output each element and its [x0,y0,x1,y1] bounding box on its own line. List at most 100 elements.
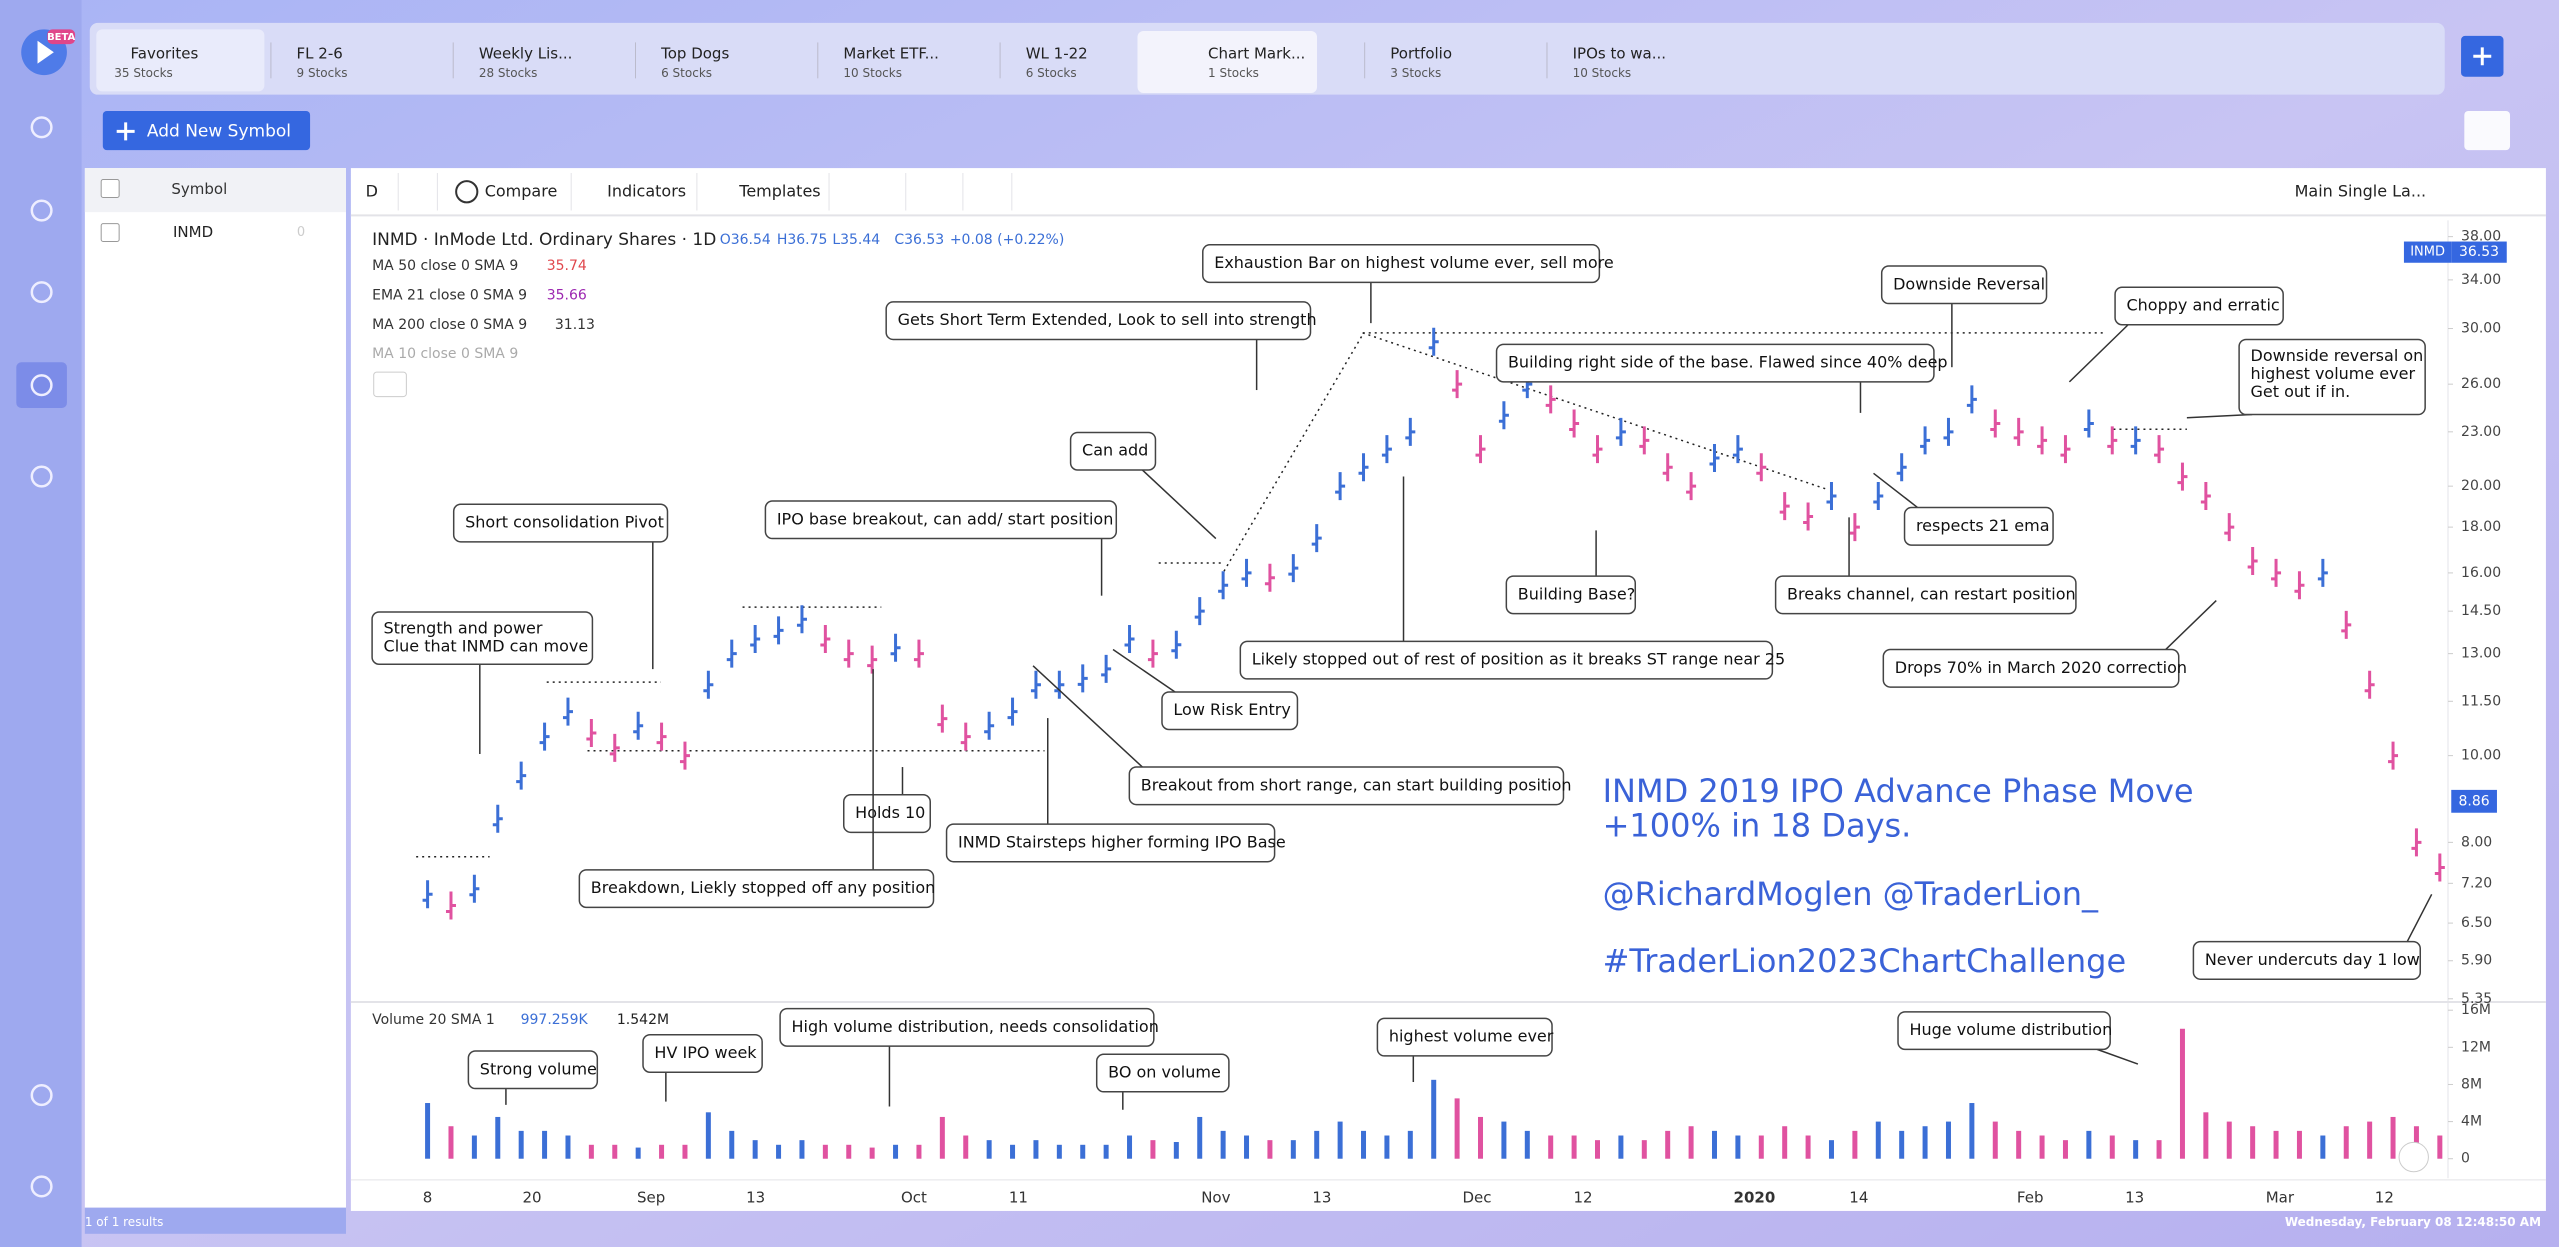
price-bar [1756,453,1767,482]
y-tick-label: 7.20 [2461,875,2492,891]
price-bar [1030,670,1041,699]
volume-sma: 997.259K [521,1012,589,1028]
y-tick-label: 5.35 [2461,991,2492,1007]
chart-title: INMD · InMode Ltd. Ordinary Shares · 1D [372,230,716,250]
symbol-badge [2403,241,2452,263]
price-bar [445,891,456,920]
quote-close: C36.53 [894,232,944,248]
volume-bar [1431,1079,1437,1159]
guide-line [1362,332,1829,491]
price-bar [1592,435,1603,464]
tab-selected [1137,31,1318,94]
checkbox[interactable] [100,179,120,198]
download-button[interactable] [2464,110,2511,151]
annotation-box [1774,575,2077,615]
symbol-panel [84,168,346,1208]
volume-bar [588,1144,594,1159]
tab-name[interactable]: Portfolio [1390,44,1452,62]
tab-name[interactable]: IPOs to wa... [1573,44,1666,62]
price-bar [937,704,948,733]
price-bar [1405,417,1416,446]
annotation-text: Building Base? [1518,584,1635,603]
layout-select[interactable]: Main Single La... [2295,181,2427,200]
scroll-button[interactable] [2398,1141,2429,1173]
add-symbol-button[interactable] [102,110,311,151]
price-bar [1358,453,1369,482]
price-bar [679,741,690,770]
nav-icon[interactable] [30,374,53,397]
tab-name[interactable]: Favorites [131,44,199,62]
volume-bar [1992,1121,1998,1159]
nav-icon[interactable] [30,1084,53,1107]
annotation-box [578,869,935,909]
indicators-button[interactable]: Indicators [607,181,686,200]
compare-button[interactable]: Compare [485,181,558,200]
price-bar [1218,571,1229,600]
checkbox[interactable] [100,223,120,243]
tab-name[interactable]: Top Dogs [660,44,729,62]
volume-bar [1384,1135,1390,1159]
add-symbol-label[interactable]: Add New Symbol [147,121,291,141]
beta-badge [47,29,76,45]
annotation-text: respects 21 ema [1916,516,2050,535]
results-bar [84,1207,346,1234]
annotation-text: Short consolidation Pivot [465,513,664,532]
volume-bar [776,1144,782,1159]
volume-bar [2320,1135,2326,1159]
price-bar [1662,453,1673,482]
annotation-pointer [2068,324,2129,383]
interval-button[interactable]: D [366,181,378,200]
price-bar [1873,482,1884,511]
annotation-box [1202,244,1601,284]
compare-icon[interactable] [455,180,479,204]
x-tick-label: 8 [423,1188,433,1206]
tab-name[interactable]: WL 1-22 [1026,44,1088,62]
annotation-text: Strength and power [384,619,543,638]
volume-bar [1618,1135,1624,1159]
x-tick-label: Sep [637,1188,665,1206]
volume-bar [1314,1130,1320,1159]
price-bar [773,616,784,645]
volume-bar [1758,1135,1764,1159]
price-bar [1101,654,1112,683]
tab-name[interactable]: FL 2-6 [297,44,343,62]
collapse-button[interactable] [373,371,407,398]
tab-count: 10 Stocks [1573,66,1632,80]
templates-button[interactable]: Templates [738,181,820,200]
y-tick-label: 10.00 [2461,748,2501,764]
annotation-box [1505,575,1637,615]
headline-text: +100% in 18 Days. [1603,806,1912,844]
volume-bar [1524,1130,1530,1159]
headline-text: INMD 2019 IPO Advance Phase Move [1603,772,2194,810]
price-bar [1639,426,1650,455]
price-bar [1943,417,1954,446]
annotation-text: Exhaustion Bar on highest volume ever, s… [1214,253,1613,272]
price-bar [1007,697,1018,726]
nav-icon[interactable] [30,281,53,304]
tab-name[interactable]: Weekly Lis... [479,44,573,62]
nav-icon[interactable] [30,199,53,222]
list-symbol[interactable]: INMD [173,223,213,241]
volume-bar [1056,1144,1062,1159]
indicator-name: MA 50 close 0 SMA 9 [372,258,518,274]
volume-tick-label: 12M [2461,1039,2491,1055]
tab-name[interactable]: Chart Mark... [1208,44,1305,62]
nav-icon[interactable] [30,116,53,139]
x-tick-label: 2020 [1734,1188,1776,1206]
list-header[interactable]: Symbol [171,180,227,198]
results-count: 1 of 1 results [85,1215,163,1229]
nav-icon[interactable] [30,1175,53,1198]
tab-name[interactable]: Market ETF... [843,44,939,62]
indicator-value: 31.13 [555,317,595,333]
indicator-name: MA 10 close 0 SMA 9 [372,346,518,362]
price-bar [516,761,527,790]
price-bar [1849,513,1860,542]
y-tick-label: 20.00 [2461,478,2501,494]
volume-bar [1735,1135,1741,1159]
volume-bar [635,1147,641,1159]
nav-icon[interactable] [30,465,53,488]
volume-bar [705,1112,711,1159]
volume-bar [1080,1144,1086,1159]
annotation-text: Choppy and erratic [2126,296,2279,315]
price-bar [469,874,480,903]
